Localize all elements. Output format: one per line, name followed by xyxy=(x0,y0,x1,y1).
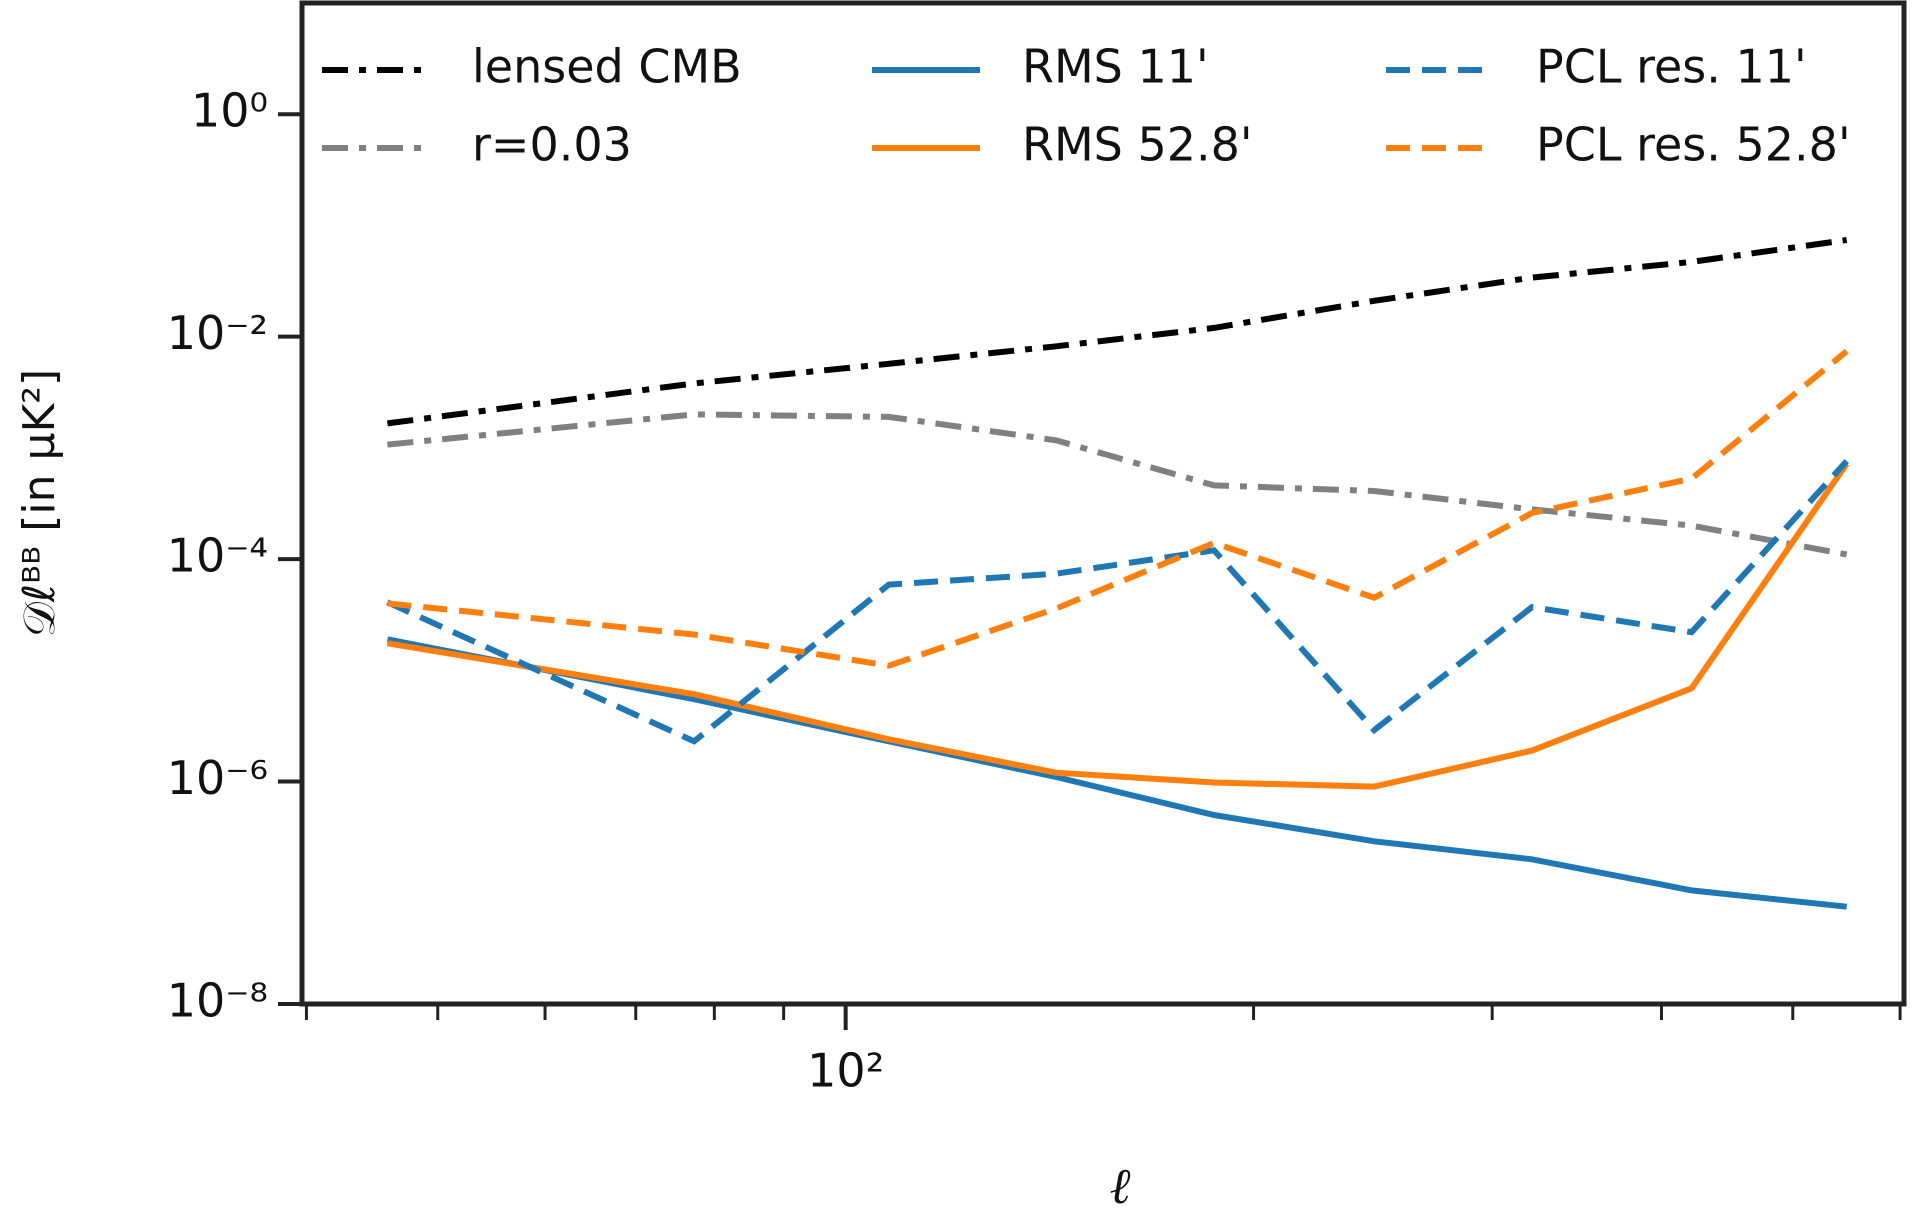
legend-label: r=0.03 xyxy=(472,118,632,172)
legend-label: RMS 52.8' xyxy=(1022,118,1253,172)
x-axis-label: ℓ xyxy=(1110,1157,1131,1215)
x-tick-label: 10² xyxy=(807,1044,884,1098)
y-tick-label: 10⁻⁶ xyxy=(167,751,268,805)
plot-frame xyxy=(299,0,1907,1007)
y-tick-label: 10⁻⁴ xyxy=(167,529,268,583)
series-line xyxy=(386,459,1849,745)
legend-label: PCL res. 52.8' xyxy=(1536,118,1851,172)
legend-label: PCL res. 11' xyxy=(1536,40,1807,94)
legend-label: lensed CMB xyxy=(472,40,742,94)
series-line xyxy=(387,237,1848,427)
y-tick-label: 10⁻⁸ xyxy=(167,974,268,1028)
y-tick-label: 10⁻² xyxy=(167,306,268,360)
series-line xyxy=(386,636,1848,910)
y-axis-label: 𝒟ℓᴮᴮ [in μK²] xyxy=(14,369,65,637)
legend-label: RMS 11' xyxy=(1022,40,1209,94)
series-line xyxy=(387,348,1849,669)
y-tick-label: 10⁰ xyxy=(191,84,268,138)
series-line xyxy=(386,462,1850,790)
series-line xyxy=(387,411,1848,558)
